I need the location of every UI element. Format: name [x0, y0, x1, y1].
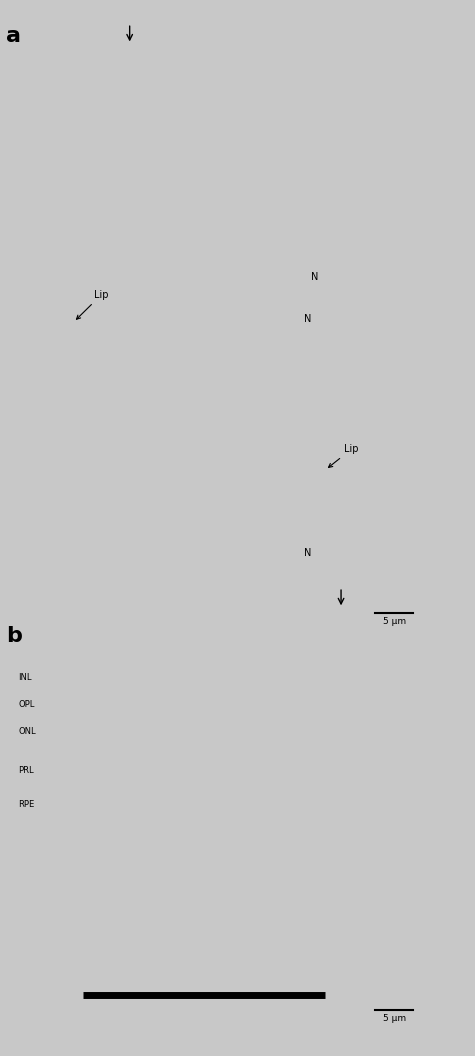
Text: a: a — [6, 26, 21, 46]
Text: N: N — [311, 271, 319, 282]
Text: Lip: Lip — [329, 444, 359, 468]
Text: OPL: OPL — [18, 700, 34, 709]
Text: ONL: ONL — [18, 728, 36, 736]
Text: Lip: Lip — [76, 289, 109, 319]
Text: b: b — [6, 626, 21, 646]
Text: PRL: PRL — [18, 767, 34, 775]
Text: 5 μm: 5 μm — [383, 617, 406, 626]
Text: RPE: RPE — [18, 800, 34, 809]
Text: N: N — [304, 314, 312, 324]
Text: INL: INL — [18, 674, 31, 682]
Text: 5 μm: 5 μm — [383, 1014, 406, 1023]
Text: N: N — [304, 548, 312, 559]
